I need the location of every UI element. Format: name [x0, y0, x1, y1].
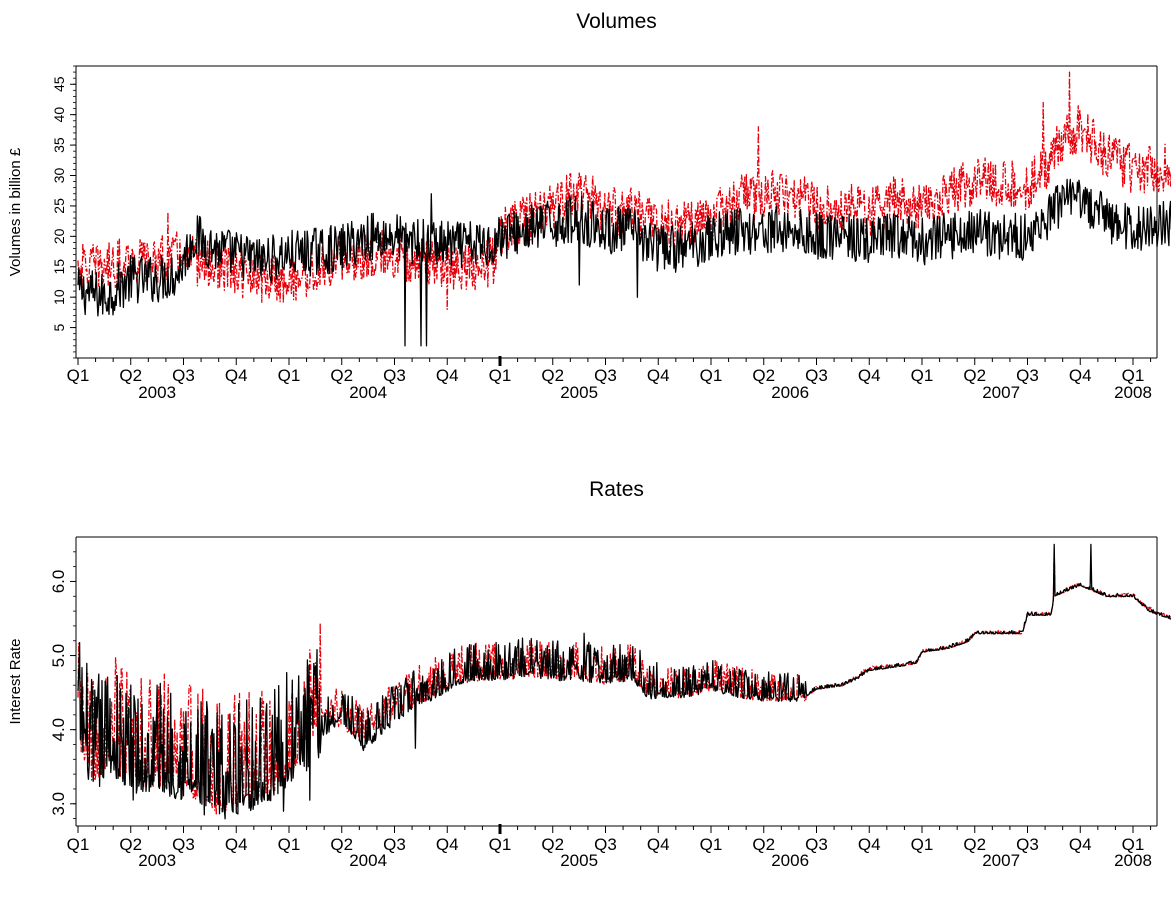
x-quarter-label: Q4 [647, 366, 670, 385]
series-line-black [77, 543, 1171, 820]
y-axis-label: Volumes in billion £ [7, 147, 24, 276]
x-year-label: 2005 [560, 851, 598, 870]
y-tick-label: 5 [51, 323, 67, 331]
x-quarter-label: Q1 [1122, 835, 1145, 854]
x-year-label: 2006 [771, 851, 809, 870]
x-quarter-label: Q2 [963, 366, 986, 385]
x-quarter-label: Q3 [805, 835, 828, 854]
y-tick-label: 45 [51, 76, 67, 92]
x-year-label: 2003 [138, 383, 176, 402]
x-quarter-label: Q2 [541, 366, 564, 385]
x-quarter-label: Q4 [647, 835, 670, 854]
x-year-label: 2004 [349, 383, 387, 402]
x-year-label: 2007 [982, 383, 1020, 402]
x-quarter-label: Q3 [1016, 366, 1039, 385]
series-line-red [77, 71, 1171, 310]
x-quarter-label: Q4 [858, 835, 881, 854]
x-quarter-label: Q3 [172, 366, 195, 385]
x-quarter-label: Q2 [752, 835, 775, 854]
x-quarter-label: Q1 [1122, 366, 1145, 385]
y-tick-label: 35 [51, 137, 67, 153]
x-quarter-label: Q3 [1016, 835, 1039, 854]
y-axis-label: Interest Rate [7, 639, 24, 725]
x-quarter-label: Q2 [119, 366, 142, 385]
x-quarter-label: Q4 [225, 835, 248, 854]
x-quarter-label: Q1 [278, 366, 301, 385]
y-tick-label: 30 [51, 168, 67, 184]
x-quarter-label: Q1 [911, 835, 934, 854]
x-year-label: 2004 [349, 851, 387, 870]
series-line-black [77, 178, 1171, 347]
x-quarter-label: Q3 [805, 366, 828, 385]
x-quarter-label: Q1 [67, 835, 90, 854]
y-tick-label: 3.0 [49, 792, 68, 816]
x-quarter-label: Q2 [119, 835, 142, 854]
chart-title: Rates [589, 478, 644, 501]
x-quarter-label: Q2 [752, 366, 775, 385]
x-year-label: 2008 [1114, 851, 1152, 870]
x-quarter-label: Q1 [700, 835, 723, 854]
y-tick-label: 15 [51, 259, 67, 275]
x-quarter-label: Q4 [858, 366, 881, 385]
chart-panel-1: Volumes 5 10 15 20 25 30 35 40 45 Volumes in billi… [7, 10, 1171, 402]
y-tick-label: 40 [51, 107, 67, 123]
x-quarter-label: Q1 [489, 835, 512, 854]
x-quarter-label: Q1 [700, 366, 723, 385]
x-quarter-label: Q1 [278, 835, 301, 854]
chart-title: Volumes [576, 10, 657, 33]
x-quarter-label: Q4 [1069, 835, 1092, 854]
x-year-label: 2008 [1114, 383, 1152, 402]
x-quarter-label: Q1 [489, 366, 512, 385]
y-tick-label: 10 [51, 289, 67, 305]
x-quarter-label: Q2 [330, 835, 353, 854]
y-tick-label: 5.0 [49, 644, 68, 668]
x-year-label: 2007 [982, 851, 1020, 870]
x-quarter-label: Q3 [594, 366, 617, 385]
x-quarter-label: Q1 [911, 366, 934, 385]
x-quarter-label: Q4 [1069, 366, 1092, 385]
x-year-label: 2005 [560, 383, 598, 402]
y-tick-label: 25 [51, 198, 67, 214]
x-quarter-label: Q2 [330, 366, 353, 385]
x-quarter-label: Q3 [383, 366, 406, 385]
y-tick-label: 4.0 [49, 718, 68, 742]
x-quarter-label: Q2 [963, 835, 986, 854]
x-quarter-label: Q4 [436, 366, 459, 385]
x-quarter-label: Q2 [541, 835, 564, 854]
x-quarter-label: Q1 [67, 366, 90, 385]
x-quarter-label: Q3 [172, 835, 195, 854]
x-quarter-label: Q4 [436, 835, 459, 854]
y-tick-label: 20 [51, 228, 67, 244]
y-tick-label: 6.0 [49, 570, 68, 594]
x-quarter-label: Q3 [383, 835, 406, 854]
chart-panel-2: Rates 3.0 4.0 5.0 6.0 Interest Rate Q1 Q2 Q3 Q4 Q1… [7, 478, 1171, 870]
x-quarter-label: Q4 [225, 366, 248, 385]
x-year-label: 2003 [138, 851, 176, 870]
series-line-red [77, 547, 1171, 816]
x-year-label: 2006 [771, 383, 809, 402]
x-quarter-label: Q3 [594, 835, 617, 854]
